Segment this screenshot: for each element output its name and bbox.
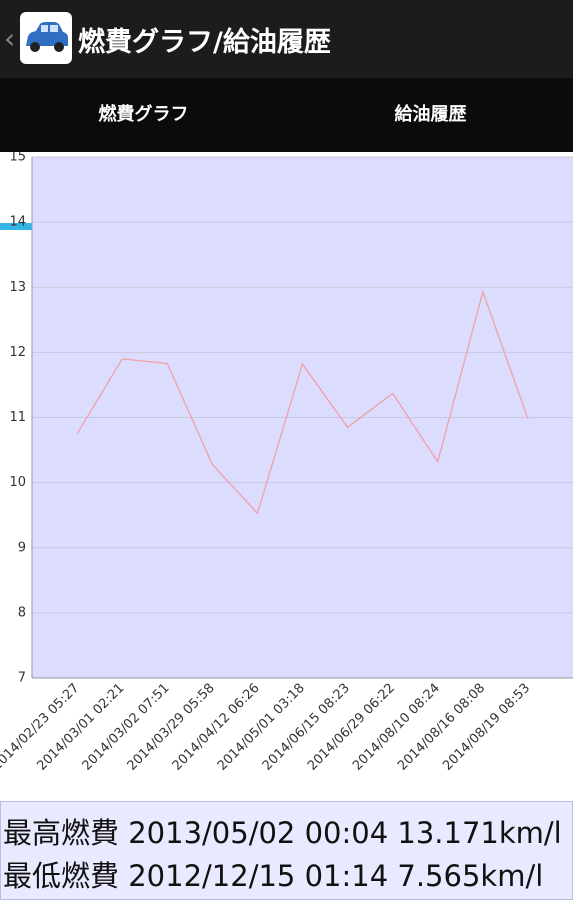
tab[interactable]: 給油履歴 — [394, 104, 467, 125]
y-tick-label: 8 — [18, 605, 26, 620]
action-bar: ‹ 燃費グラフ/給油履歴 — [0, 0, 573, 78]
y-tick-label: 11 — [9, 410, 26, 425]
tab[interactable]: 燃費グラフ — [98, 104, 189, 125]
y-tick-label: 15 — [9, 152, 26, 165]
x-tick-label: 2014/05/01 03:18 — [215, 681, 308, 774]
back-arrow[interactable]: ‹ — [4, 22, 16, 55]
best-stat: 最高燃費 2013/05/02 00:04 13.171km/l — [3, 816, 562, 850]
x-tick-label: 2014/04/12 06:26 — [170, 681, 263, 774]
x-tick-label: 2014/03/01 02:21 — [34, 681, 127, 774]
y-tick-label: 12 — [9, 345, 26, 360]
y-tick-label: 14 — [9, 215, 26, 230]
y-tick-label: 9 — [18, 540, 26, 555]
x-tick-label: 2014/08/16 08:08 — [395, 681, 488, 774]
stats-panel: 最高燃費 2013/05/02 00:04 13.171km/l 最低燃費 20… — [0, 801, 573, 900]
y-tick-label: 7 — [18, 671, 26, 686]
x-tick-label: 2014/08/10 08:24 — [350, 681, 443, 774]
tab-bar: 燃費グラフ 給油履歴 — [0, 78, 573, 230]
line — [76, 289, 529, 515]
y-tick-label: 10 — [9, 475, 26, 490]
x-tick-label: 2014/03/29 05:58 — [125, 681, 218, 774]
x-tick-label: 2014/03/02 07:51 — [80, 681, 173, 774]
worst-stat: 最低燃費 2012/12/15 01:14 7.565km/l — [3, 859, 544, 893]
x-tick-label: 2014/08/19 08:53 — [440, 681, 533, 774]
x-tick-label: 2014/06/15 08:23 — [260, 681, 353, 774]
y-tick-label: 13 — [9, 280, 26, 295]
app-icon[interactable] — [20, 12, 72, 64]
x-tick-label: 2014/06/29 06:22 — [305, 681, 398, 774]
title: 燃費グラフ/給油履歴 — [78, 27, 331, 58]
